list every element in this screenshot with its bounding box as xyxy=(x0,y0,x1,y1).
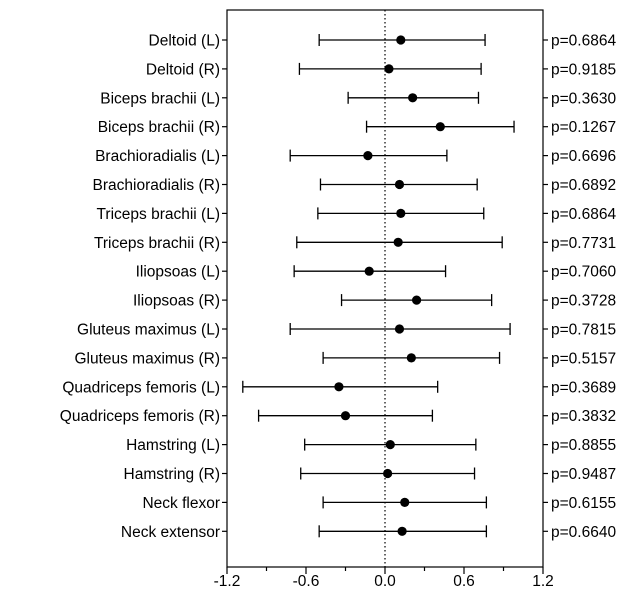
x-tick-label: 0.0 xyxy=(374,573,396,590)
row-label: Brachioradialis (R) xyxy=(93,177,220,194)
forest-row: Quadriceps femoris (R) p=0.3832 xyxy=(60,408,616,425)
p-value-label: p=0.6864 xyxy=(551,33,616,50)
point-estimate xyxy=(435,122,445,132)
point-estimate xyxy=(397,526,407,536)
row-label: Biceps brachii (L) xyxy=(100,90,220,107)
x-tick-label: 1.2 xyxy=(532,573,554,590)
p-value-label: p=0.3728 xyxy=(551,293,616,310)
p-value-label: p=0.3630 xyxy=(551,90,616,107)
forest-row: Hamstring (L) p=0.8855 xyxy=(126,437,616,454)
p-value-label: p=0.9487 xyxy=(551,466,616,483)
forest-row: Brachioradialis (R) p=0.6892 xyxy=(93,177,617,194)
point-estimate xyxy=(334,382,344,392)
p-value-label: p=0.7815 xyxy=(551,322,616,339)
row-label: Deltoid (R) xyxy=(146,61,220,78)
forest-row: Neck flexor p=0.6155 xyxy=(142,495,616,512)
x-tick-label: 0.6 xyxy=(453,573,475,590)
point-estimate xyxy=(384,64,394,74)
forest-row: Iliopsoas (L) p=0.7060 xyxy=(136,264,617,281)
point-estimate xyxy=(363,151,373,161)
p-value-label: p=0.6892 xyxy=(551,177,616,194)
forest-row: Gluteus maximus (L) p=0.7815 xyxy=(77,322,616,339)
p-value-label: p=0.7731 xyxy=(551,235,616,252)
forest-row: Deltoid (L) p=0.6864 xyxy=(149,33,617,50)
point-estimate xyxy=(400,497,410,507)
row-label: Iliopsoas (R) xyxy=(133,293,220,310)
forest-row: Neck extensor p=0.6640 xyxy=(121,524,617,541)
forest-row: Hamstring (R) p=0.9487 xyxy=(124,466,617,483)
x-tick-label: -0.6 xyxy=(293,573,320,590)
forest-row: Biceps brachii (L) p=0.3630 xyxy=(100,90,616,107)
row-label: Triceps brachii (R) xyxy=(94,235,220,252)
p-value-label: p=0.9185 xyxy=(551,61,616,78)
forest-row: Gluteus maximus (R) p=0.5157 xyxy=(74,350,616,367)
point-estimate xyxy=(385,440,395,450)
forest-row: Brachioradialis (L) p=0.6696 xyxy=(95,148,616,165)
row-label: Quadriceps femoris (R) xyxy=(60,408,220,425)
p-value-label: p=0.3832 xyxy=(551,408,616,425)
point-estimate xyxy=(396,35,406,45)
point-estimate xyxy=(394,324,405,334)
p-value-label: p=0.6696 xyxy=(551,148,616,165)
row-label: Hamstring (R) xyxy=(124,466,220,483)
point-estimate xyxy=(408,93,418,103)
point-estimate xyxy=(364,266,374,276)
forest-row: Triceps brachii (R) p=0.7731 xyxy=(94,235,616,252)
p-value-label: p=0.6155 xyxy=(551,495,616,512)
point-estimate xyxy=(406,353,416,363)
p-value-label: p=0.5157 xyxy=(551,350,616,367)
point-estimate xyxy=(412,295,422,305)
forest-rows: Deltoid (L) p=0.6864 Deltoid (R) p=0.9185 Bi… xyxy=(60,33,617,541)
point-estimate xyxy=(393,237,403,247)
row-label: Neck extensor xyxy=(121,524,220,541)
row-label: Neck flexor xyxy=(142,495,220,512)
forest-row: Iliopsoas (R) p=0.3728 xyxy=(133,293,616,310)
p-value-label: p=0.3689 xyxy=(551,379,616,396)
row-label: Triceps brachii (L) xyxy=(97,206,220,223)
row-label: Quadriceps femoris (L) xyxy=(62,379,220,396)
row-label: Deltoid (L) xyxy=(149,33,221,50)
row-label: Biceps brachii (R) xyxy=(98,119,220,136)
point-estimate xyxy=(340,411,351,421)
p-value-label: p=0.6640 xyxy=(551,524,616,541)
p-value-label: p=0.6864 xyxy=(551,206,616,223)
forest-row: Deltoid (R) p=0.9185 xyxy=(146,61,616,78)
row-label: Brachioradialis (L) xyxy=(95,148,220,165)
forest-row: Triceps brachii (L) p=0.6864 xyxy=(97,206,617,223)
x-tick-label: -1.2 xyxy=(214,573,241,590)
point-estimate xyxy=(383,468,393,479)
row-label: Gluteus maximus (R) xyxy=(74,350,220,367)
point-estimate xyxy=(396,208,406,218)
row-label: Hamstring (L) xyxy=(126,437,220,454)
p-value-label: p=0.7060 xyxy=(551,264,616,281)
row-label: Iliopsoas (L) xyxy=(136,264,220,281)
forest-row: Quadriceps femoris (L) p=0.3689 xyxy=(62,379,616,396)
p-value-label: p=0.1267 xyxy=(551,119,616,136)
row-label: Gluteus maximus (L) xyxy=(77,322,220,339)
p-value-label: p=0.8855 xyxy=(551,437,616,454)
x-axis: -1.2 -0.6 0.0 0.6 1.2 xyxy=(214,567,554,590)
forest-row: Biceps brachii (R) p=0.1267 xyxy=(98,119,616,136)
point-estimate xyxy=(394,179,405,190)
